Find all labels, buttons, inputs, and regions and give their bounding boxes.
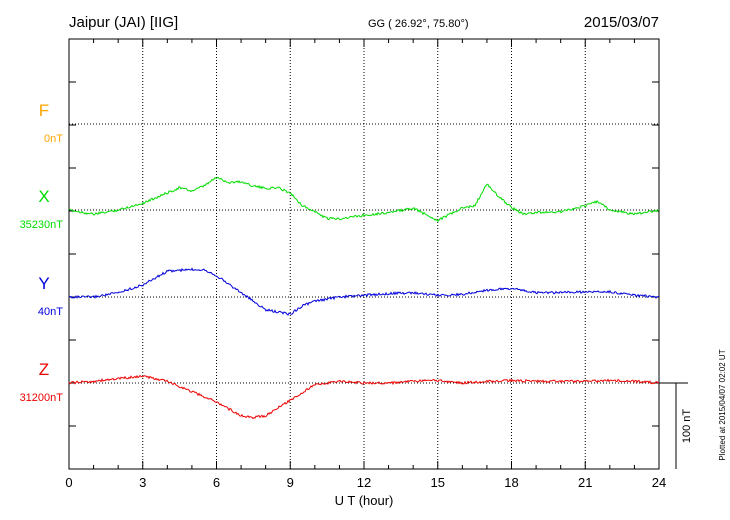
plot-frame — [68, 38, 660, 470]
series-x-line — [68, 176, 660, 222]
channel-x-name: X — [38, 187, 49, 206]
x-tick-label: 6 — [213, 475, 220, 490]
x-tick-label: 12 — [357, 475, 371, 490]
station-coordinates: GG ( 26.92°, 75.80°) — [368, 18, 469, 30]
x-tick-label: 9 — [287, 475, 294, 490]
channel-f-name: F — [39, 101, 49, 120]
scale-bar: 100 nT — [659, 382, 693, 469]
channel-f-baseline: 0nT — [44, 133, 63, 145]
channel-x-baseline: 35230nT — [20, 219, 64, 231]
x-tick-label: 24 — [652, 475, 666, 490]
x-axis-label: U T (hour) — [335, 493, 394, 508]
channel-y-name: Y — [38, 274, 49, 293]
x-tick-labels: 0 3 6 9 12 15 18 21 24 — [65, 475, 666, 490]
scale-bar-label: 100 nT — [681, 409, 693, 444]
x-tick-label: 18 — [504, 475, 518, 490]
axis-ticks — [68, 39, 660, 469]
channel-z-name: Z — [39, 360, 49, 379]
channel-labels: F 0nT X 35230nT Y 40nT Z 31200nT — [20, 101, 64, 404]
vertical-grid — [142, 39, 586, 469]
plot-date: 2015/03/07 — [584, 14, 659, 31]
x-tick-label: 15 — [431, 475, 445, 490]
series-z-line — [68, 374, 660, 420]
station-title: Jaipur (JAI) [IIG] — [69, 14, 178, 31]
channel-y-baseline: 40nT — [38, 306, 63, 318]
series-lines — [68, 176, 660, 420]
series-y-line — [68, 267, 660, 316]
channel-z-baseline: 31200nT — [20, 392, 64, 404]
plotted-timestamp: Plotted at 2015/04/07 02:02 UT — [718, 349, 727, 460]
x-tick-label: 0 — [65, 475, 72, 490]
x-tick-label: 21 — [578, 475, 592, 490]
x-tick-label: 3 — [139, 475, 146, 490]
